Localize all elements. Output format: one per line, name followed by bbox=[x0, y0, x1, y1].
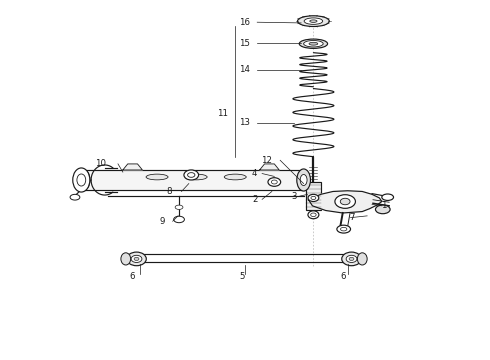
Ellipse shape bbox=[309, 42, 318, 45]
Text: 15: 15 bbox=[240, 39, 250, 48]
Ellipse shape bbox=[310, 20, 317, 22]
Text: 3: 3 bbox=[291, 192, 296, 201]
Ellipse shape bbox=[382, 194, 393, 201]
Text: 4: 4 bbox=[252, 169, 258, 178]
Ellipse shape bbox=[335, 195, 355, 208]
Ellipse shape bbox=[73, 168, 90, 192]
Ellipse shape bbox=[184, 170, 198, 180]
Text: 16: 16 bbox=[240, 18, 250, 27]
Ellipse shape bbox=[271, 180, 277, 184]
Ellipse shape bbox=[173, 216, 184, 223]
Text: 6: 6 bbox=[130, 272, 135, 281]
Polygon shape bbox=[84, 170, 304, 190]
Ellipse shape bbox=[311, 213, 316, 217]
Text: 11: 11 bbox=[218, 109, 228, 118]
Text: 12: 12 bbox=[262, 156, 272, 165]
Ellipse shape bbox=[297, 16, 329, 27]
Ellipse shape bbox=[308, 211, 319, 219]
Ellipse shape bbox=[340, 198, 350, 205]
Ellipse shape bbox=[146, 174, 168, 180]
Ellipse shape bbox=[337, 225, 350, 233]
Ellipse shape bbox=[341, 227, 347, 231]
Text: 5: 5 bbox=[240, 272, 245, 281]
Ellipse shape bbox=[77, 170, 90, 190]
Ellipse shape bbox=[175, 205, 183, 210]
Ellipse shape bbox=[375, 205, 390, 214]
Ellipse shape bbox=[304, 41, 323, 47]
Text: 2: 2 bbox=[252, 195, 258, 204]
Polygon shape bbox=[309, 191, 382, 213]
Polygon shape bbox=[123, 164, 143, 170]
Ellipse shape bbox=[304, 18, 323, 24]
Text: 7: 7 bbox=[350, 213, 355, 222]
Ellipse shape bbox=[121, 253, 131, 265]
Ellipse shape bbox=[70, 194, 80, 200]
Ellipse shape bbox=[311, 196, 316, 199]
Ellipse shape bbox=[224, 174, 246, 180]
Text: 1: 1 bbox=[382, 201, 387, 210]
Ellipse shape bbox=[300, 175, 307, 185]
Ellipse shape bbox=[127, 252, 147, 266]
Ellipse shape bbox=[188, 173, 195, 177]
Ellipse shape bbox=[134, 257, 139, 261]
Polygon shape bbox=[260, 164, 279, 170]
Text: 14: 14 bbox=[240, 65, 250, 74]
Ellipse shape bbox=[308, 194, 319, 202]
Ellipse shape bbox=[342, 252, 361, 266]
Text: 8: 8 bbox=[167, 187, 172, 196]
Ellipse shape bbox=[346, 255, 357, 262]
Ellipse shape bbox=[297, 169, 311, 191]
Text: 10: 10 bbox=[96, 159, 106, 168]
Ellipse shape bbox=[185, 174, 207, 180]
Text: 6: 6 bbox=[340, 272, 345, 281]
Ellipse shape bbox=[299, 39, 328, 48]
Ellipse shape bbox=[131, 255, 142, 262]
Ellipse shape bbox=[77, 174, 86, 186]
Text: 13: 13 bbox=[240, 118, 250, 127]
Text: 9: 9 bbox=[159, 217, 165, 226]
Ellipse shape bbox=[268, 178, 281, 186]
Ellipse shape bbox=[349, 257, 354, 261]
Ellipse shape bbox=[357, 253, 367, 265]
Bar bbox=[306, 182, 321, 211]
